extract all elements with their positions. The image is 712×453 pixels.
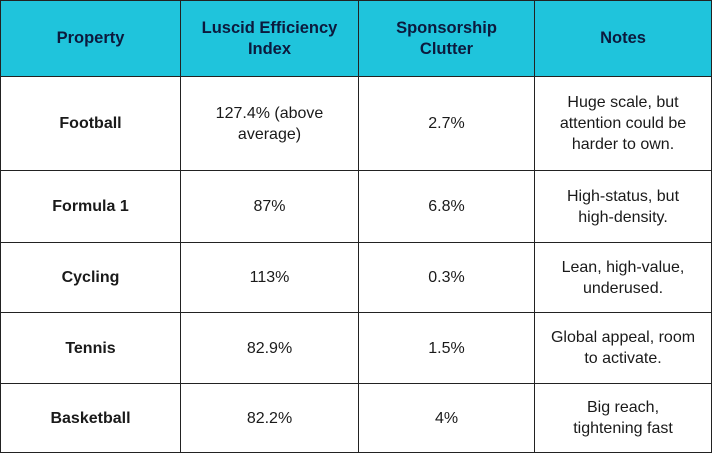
table-row: Tennis 82.9% 1.5% Global appeal, room to… bbox=[1, 313, 712, 384]
cell-notes: Big reach, tightening fast bbox=[535, 384, 712, 453]
cell-notes: Global appeal, room to activate. bbox=[535, 313, 712, 384]
cell-efficiency: 82.2% bbox=[181, 384, 359, 453]
table-row: Football 127.4% (above average) 2.7% Hug… bbox=[1, 77, 712, 171]
cell-clutter: 0.3% bbox=[359, 243, 535, 313]
cell-efficiency: 127.4% (above average) bbox=[181, 77, 359, 171]
cell-notes: High-status, but high-density. bbox=[535, 171, 712, 243]
cell-clutter: 1.5% bbox=[359, 313, 535, 384]
cell-clutter: 6.8% bbox=[359, 171, 535, 243]
table-row: Formula 1 87% 6.8% High-status, but high… bbox=[1, 171, 712, 243]
header-row: Property Luscid Efficiency Index Sponsor… bbox=[1, 1, 712, 77]
header-property: Property bbox=[1, 1, 181, 77]
header-sponsorship-clutter: Sponsorship Clutter bbox=[359, 1, 535, 77]
table-row: Basketball 82.2% 4% Big reach, tightenin… bbox=[1, 384, 712, 453]
header-efficiency-index: Luscid Efficiency Index bbox=[181, 1, 359, 77]
cell-property: Tennis bbox=[1, 313, 181, 384]
cell-property: Formula 1 bbox=[1, 171, 181, 243]
table-row: Cycling 113% 0.3% Lean, high-value, unde… bbox=[1, 243, 712, 313]
cell-notes: Lean, high-value, underused. bbox=[535, 243, 712, 313]
cell-efficiency: 113% bbox=[181, 243, 359, 313]
cell-efficiency: 87% bbox=[181, 171, 359, 243]
cell-efficiency: 82.9% bbox=[181, 313, 359, 384]
cell-clutter: 2.7% bbox=[359, 77, 535, 171]
cell-clutter: 4% bbox=[359, 384, 535, 453]
cell-property: Football bbox=[1, 77, 181, 171]
header-notes: Notes bbox=[535, 1, 712, 77]
cell-property: Cycling bbox=[1, 243, 181, 313]
cell-property: Basketball bbox=[1, 384, 181, 453]
cell-notes: Huge scale, but attention could be harde… bbox=[535, 77, 712, 171]
